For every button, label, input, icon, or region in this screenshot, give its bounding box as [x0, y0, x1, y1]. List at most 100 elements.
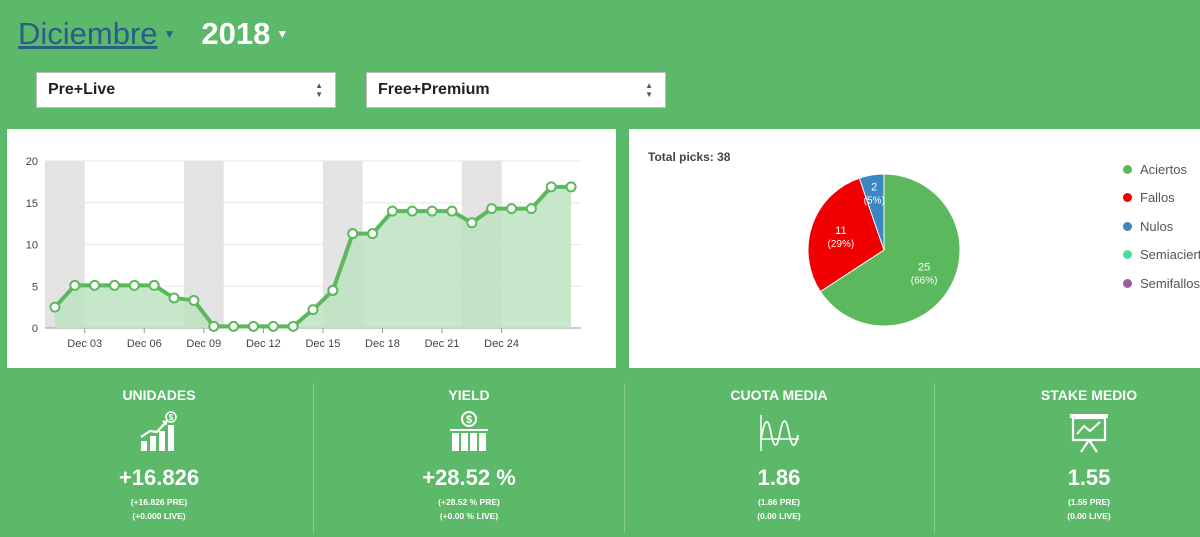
stat-title: STAKE MEDIO: [1040, 387, 1138, 403]
stat-pre: (+28.52 % PRE): [438, 497, 500, 507]
data-point: [69, 279, 81, 291]
units-line-chart: 0 5 10 15 20 Dec 03 Dec 06 Dec 09 Dec 12 Dec 15 De…: [26, 156, 581, 350]
stat-value: +16.826: [118, 465, 200, 490]
x-tick-label: Dec 24: [484, 338, 519, 350]
stat-live: (+0.000 LIVE): [132, 511, 186, 521]
data-point: [108, 279, 120, 291]
money-bars-icon: $: [450, 411, 488, 451]
data-point: [267, 320, 279, 332]
legend-label: Semiaciertos: [1140, 247, 1200, 263]
stat-stake-medio: STAKE MEDIO 1.55 (1.55 PRE) (0.00 LIVE): [934, 381, 1200, 537]
stat-yield: YIELD $ +28.52 % (+28.52 % PRE) (+0.00 %…: [314, 381, 624, 537]
pie-slice-aciertos: [819, 173, 961, 327]
data-point: [168, 292, 180, 304]
x-tick-label: Dec 09: [186, 338, 221, 350]
stat-value: 1.55: [1067, 465, 1111, 490]
stat-value: +28.52 %: [422, 465, 516, 490]
data-point: [506, 203, 518, 215]
pie-legend: Aciertos Fallos Nulos Semiaciertos Semifallo…: [1123, 155, 1200, 298]
month-caret-icon[interactable]: ▼: [163, 27, 176, 41]
pie-slice-percent-label: (5%): [864, 196, 885, 207]
stat-live: (0.00 LIVE): [757, 511, 801, 521]
legend-label: Aciertos: [1140, 161, 1187, 177]
pie-slice-value-label: 11: [835, 225, 846, 237]
year-caret-icon[interactable]: ▼: [276, 27, 289, 41]
data-point: [446, 205, 458, 217]
pie-slice-fallos: [807, 177, 885, 293]
pie-slice-percent-label: (66%): [911, 276, 938, 287]
legend-item-semiaciertos[interactable]: Semiaciertos: [1123, 241, 1200, 270]
year-dropdown[interactable]: 2018: [201, 16, 271, 51]
stat-pre: (1.86 PRE): [757, 497, 801, 507]
stat-title: UNIDADES: [122, 387, 196, 403]
data-point: [406, 205, 418, 217]
stat-pre: (+16.826 PRE): [130, 497, 188, 507]
data-point: [148, 279, 160, 291]
pie-slice-value-label: 2: [871, 182, 877, 194]
legend-item-aciertos[interactable]: Aciertos: [1123, 155, 1200, 184]
data-point: [525, 203, 537, 215]
stat-divider: [313, 383, 314, 533]
data-point: [247, 320, 259, 332]
data-point: [49, 301, 61, 313]
presentation-board-icon: [1070, 414, 1108, 453]
legend-item-fallos[interactable]: Fallos: [1123, 184, 1200, 213]
period-header: Diciembre ▼ 2018 ▼: [18, 14, 288, 54]
data-point: [466, 217, 478, 229]
legend-label: Fallos: [1140, 190, 1175, 206]
data-point: [486, 203, 498, 215]
data-point: [545, 181, 557, 193]
x-tick-label: Dec 12: [246, 338, 281, 350]
pie-slice-value-label: 25: [918, 262, 930, 274]
waveform-icon: [760, 415, 799, 451]
legend-dot-icon: [1123, 250, 1132, 260]
data-point: [327, 284, 339, 296]
stat-title: CUOTA MEDIA: [730, 387, 828, 403]
data-point: [307, 304, 319, 316]
growth-chart-icon: $: [140, 411, 177, 451]
x-tick-label: Dec 18: [365, 338, 400, 350]
area-fill: [54, 186, 572, 328]
month-dropdown[interactable]: Diciembre: [18, 16, 158, 51]
stat-live: (+0.00 % LIVE): [439, 511, 499, 521]
pie-slice-nulos: [858, 173, 885, 251]
data-point: [287, 320, 299, 332]
plan-select-value: Free+Premium: [378, 81, 490, 98]
select-arrows-icon: ▲ ▼: [315, 81, 323, 99]
data-point: [347, 228, 359, 240]
data-point: [128, 279, 140, 291]
units-line-chart-panel: 0 5 10 15 20 Dec 03 Dec 06 Dec 09 Dec 12 Dec 15 De…: [7, 129, 616, 368]
x-tick-label: Dec 03: [67, 338, 102, 350]
legend-item-nulos[interactable]: Nulos: [1123, 212, 1200, 241]
y-tick-label: 15: [26, 198, 38, 210]
data-point: [565, 181, 577, 193]
x-tick-label: Dec 15: [305, 338, 340, 350]
y-tick-label: 10: [26, 240, 38, 252]
plan-select[interactable]: Free+Premium ▲ ▼: [366, 72, 666, 108]
data-point: [386, 205, 398, 217]
stat-cuota-media: CUOTA MEDIA 1.86 (1.86 PRE) (0.00 LIVE): [624, 381, 934, 537]
legend-label: Semifallos: [1140, 275, 1200, 291]
svg-text:$: $: [169, 413, 174, 422]
select-arrows-icon: ▲ ▼: [645, 81, 653, 99]
total-picks-label: Total picks: 38: [648, 150, 731, 164]
pie-slice-percent-label: (29%): [828, 239, 855, 250]
x-tick-label: Dec 06: [127, 338, 162, 350]
legend-label: Nulos: [1140, 218, 1174, 234]
y-tick-label: 0: [32, 323, 38, 335]
svg-text:$: $: [466, 414, 472, 426]
picks-pie-chart-panel: Total picks: 38 25 (66%) 11 (29%) 2 (5%) Acie…: [629, 129, 1200, 368]
stat-value: 1.86: [757, 465, 801, 490]
bet-type-select[interactable]: Pre+Live ▲ ▼: [36, 72, 336, 108]
legend-dot-icon: [1123, 164, 1132, 174]
stats-bar: UNIDADES $ +16.826 (+16.826 PRE) (+0.000…: [0, 381, 1200, 537]
legend-dot-icon: [1123, 193, 1132, 203]
stat-pre: (1.55 PRE): [1067, 497, 1111, 507]
legend-item-semifallos[interactable]: Semifallos: [1123, 269, 1200, 298]
data-point: [188, 294, 200, 306]
legend-dot-icon: [1123, 278, 1132, 288]
data-point: [367, 228, 379, 240]
y-tick-label: 20: [26, 156, 38, 168]
stat-unidades: UNIDADES $ +16.826 (+16.826 PRE) (+0.000…: [4, 381, 314, 537]
bet-type-select-value: Pre+Live: [48, 81, 116, 98]
